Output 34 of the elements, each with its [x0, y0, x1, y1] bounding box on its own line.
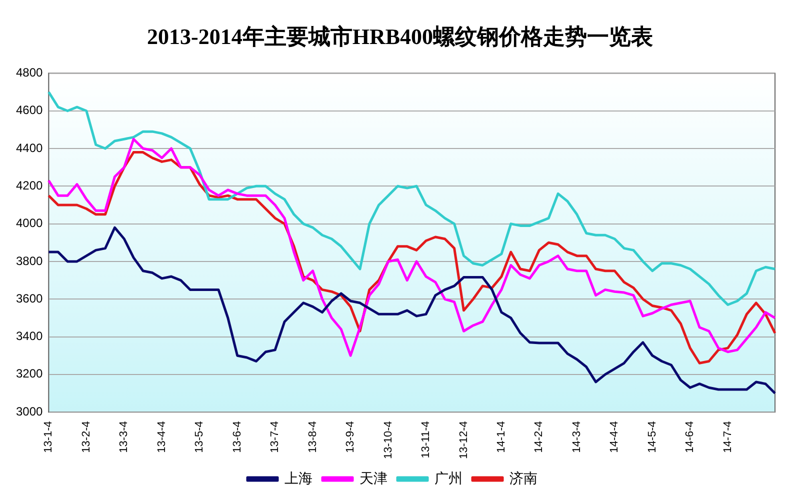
- y-tick-label: 4400: [16, 140, 44, 155]
- x-tick-label: 14-2-4: [533, 421, 546, 453]
- x-tick-label: 13-11-4: [420, 421, 432, 458]
- y-tick-label: 3400: [16, 329, 44, 344]
- y-tick-label: 3000: [16, 404, 44, 418]
- legend-label: 上海: [284, 470, 312, 486]
- x-tick-label: 14-7-4: [722, 421, 734, 453]
- x-tick-label: 13-12-4: [458, 421, 470, 460]
- y-tick-label: 3800: [16, 254, 44, 268]
- x-tick-label: 13-6-4: [231, 421, 244, 453]
- x-tick-label: 13-4-4: [156, 421, 168, 453]
- y-tick-label: 4000: [16, 216, 44, 230]
- x-tick-label: 13-7-4: [269, 421, 282, 453]
- x-tick-label: 14-6-4: [684, 421, 696, 453]
- x-tick-label: 14-4-4: [608, 421, 621, 453]
- x-tick-label: 13-8-4: [306, 421, 319, 453]
- y-tick-label: 3200: [16, 366, 44, 381]
- x-tick-label: 13-9-4: [344, 421, 357, 453]
- y-tick-label: 4200: [16, 178, 44, 192]
- chart-title: 2013-2014年主要城市HRB400螺纹钢价格走势一览表: [146, 23, 654, 51]
- x-tick-label: 14-3-4: [570, 421, 583, 453]
- legend-label: 天津: [360, 470, 388, 486]
- y-tick-label: 3600: [16, 291, 44, 306]
- x-tick-label: 13-5-4: [194, 421, 206, 453]
- x-tick-label: 13-3-4: [118, 421, 130, 453]
- x-tick-label: 14-5-4: [646, 421, 658, 453]
- x-tick-label: 13-10-4: [382, 421, 394, 460]
- x-tick-label: 13-2-4: [80, 421, 92, 453]
- y-tick-label: 4800: [16, 66, 44, 80]
- x-tick-label: 13-1-4: [42, 421, 55, 453]
- y-tick-label: 4600: [16, 103, 44, 118]
- x-tick-label: 14-1-4: [495, 421, 508, 453]
- legend-label: 广州: [434, 470, 462, 486]
- legend-label: 济南: [510, 470, 538, 486]
